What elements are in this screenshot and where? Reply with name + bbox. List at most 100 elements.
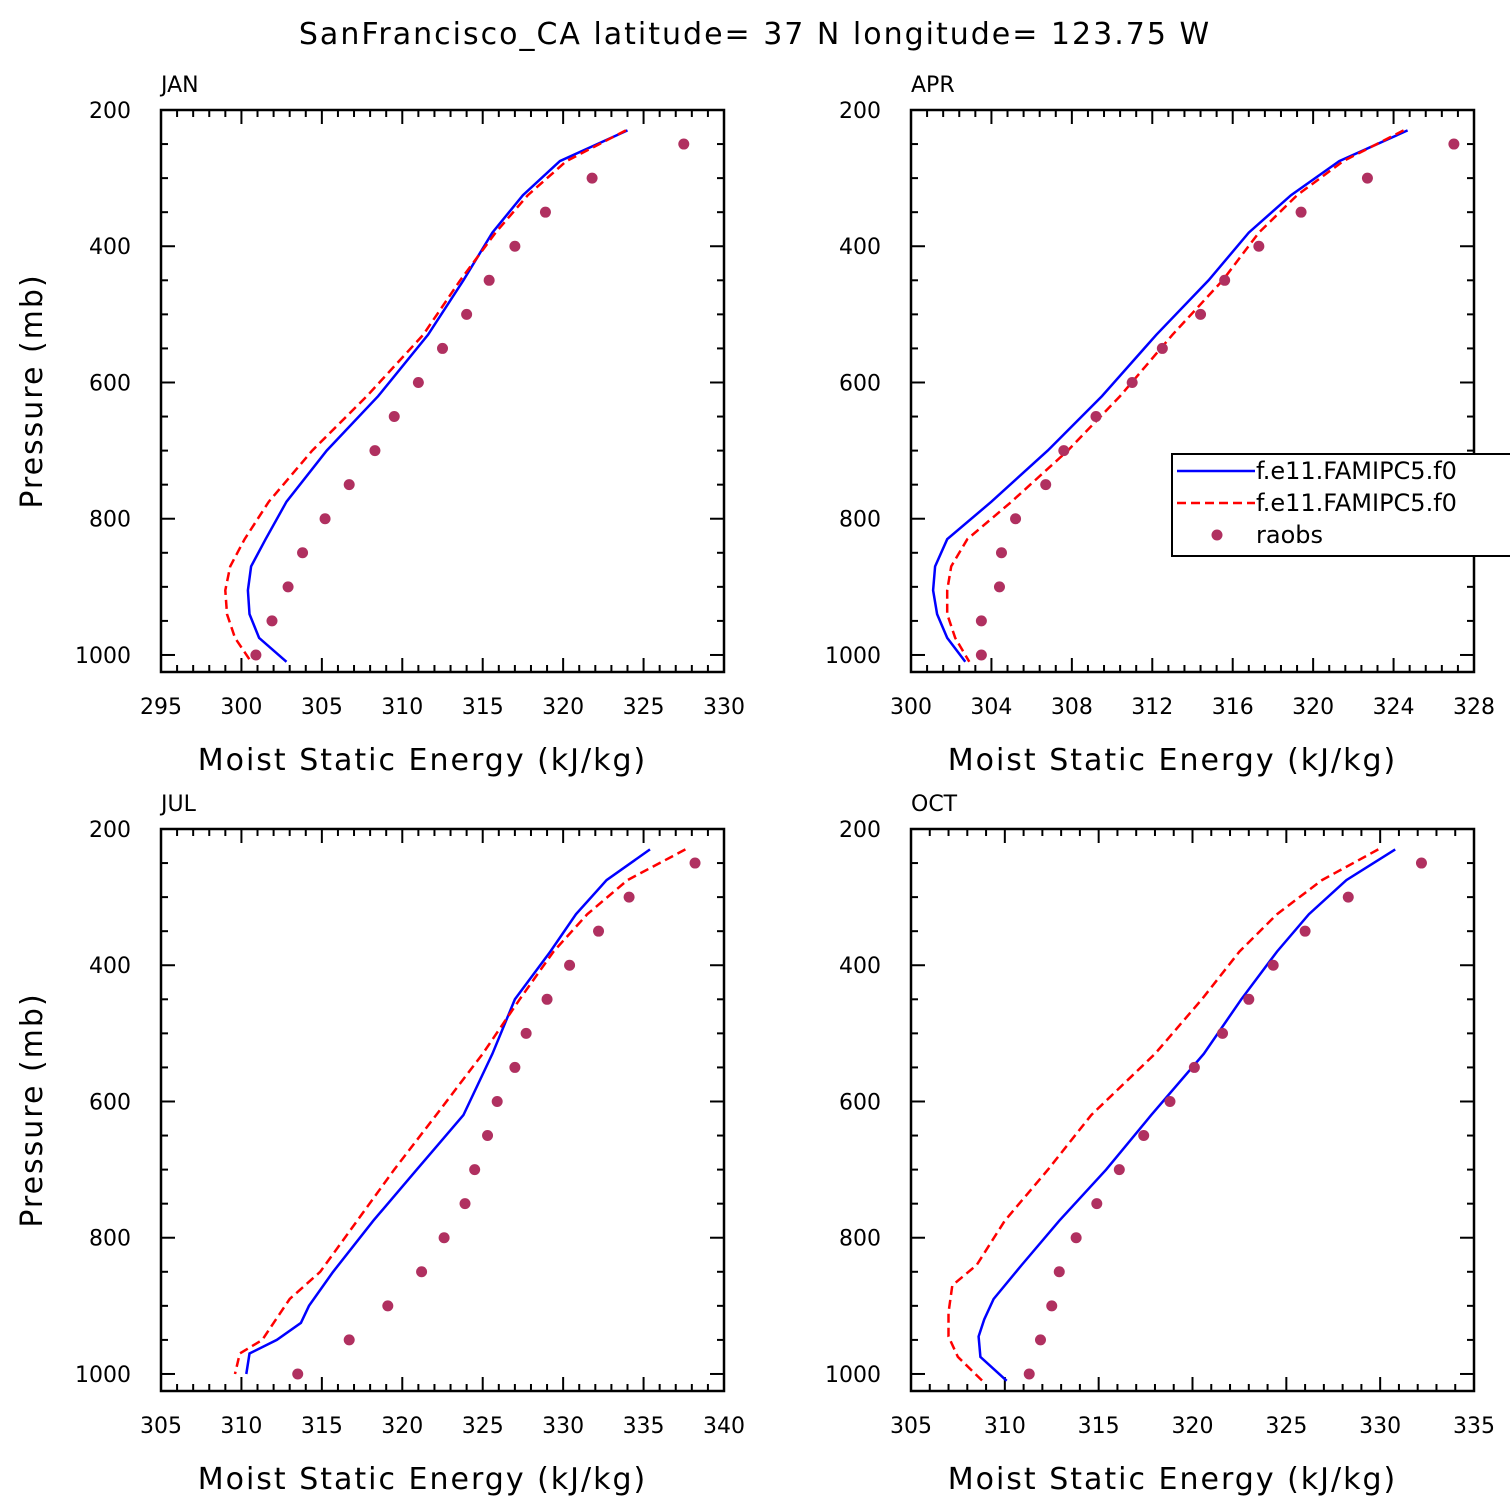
y-tick-label: 200 — [839, 99, 881, 124]
raobs-point — [1138, 1130, 1150, 1142]
x-tick-label: 325 — [462, 1414, 504, 1439]
x-axis-title: Moist Static Energy (kJ/kg) — [198, 1462, 648, 1497]
model-series-line-dashed — [945, 129, 1405, 663]
y-tick-label: 400 — [839, 235, 881, 260]
panel-title: JAN — [159, 73, 199, 98]
y-tick-label: 1000 — [825, 1363, 881, 1388]
x-tick-label: 300 — [220, 695, 262, 720]
raobs-point — [1023, 1368, 1035, 1380]
x-tick-label: 312 — [1131, 695, 1173, 720]
plot-frame — [909, 108, 1476, 674]
y-tick-label: 800 — [89, 508, 131, 533]
panels: 295 300 305 310 315 320 325 330 200 400 600 800 1000… — [15, 73, 1495, 1497]
panel-title: JUL — [159, 792, 197, 817]
x-tick-label: 305 — [890, 1414, 932, 1439]
raobs-point — [319, 513, 331, 525]
y-tick-label: 800 — [839, 1227, 881, 1252]
raobs-point — [438, 1232, 450, 1244]
x-tick-label: 320 — [1172, 1414, 1214, 1439]
x-tick-label: 305 — [301, 695, 343, 720]
x-tick-label: 330 — [1359, 1414, 1401, 1439]
raobs-point — [1113, 1164, 1125, 1176]
raobs-point — [483, 274, 495, 286]
raobs-point — [1217, 1027, 1229, 1039]
raobs-point — [1091, 1198, 1103, 1210]
model-series-line-dashed — [233, 848, 686, 1375]
plot-frame — [909, 827, 1476, 1393]
raobs-point — [282, 581, 294, 593]
raobs-point — [1070, 1232, 1082, 1244]
raobs-point — [1342, 891, 1354, 903]
x-tick-label: 335 — [1453, 1414, 1495, 1439]
raobs-point — [1299, 925, 1311, 937]
raobs-point — [1090, 411, 1102, 423]
legend-label: f.e11.FAMIPC5.f0 — [1256, 489, 1457, 517]
y-tick-label: 600 — [89, 371, 131, 396]
model-series-line-dashed — [947, 848, 1379, 1382]
raobs-point — [541, 993, 553, 1005]
x-tick-label: 310 — [381, 695, 423, 720]
raobs-point — [343, 479, 355, 491]
plot-frame — [159, 108, 726, 674]
raobs-point — [437, 342, 448, 354]
y-tick-label: 200 — [89, 99, 131, 124]
y-tick-label: 400 — [839, 954, 881, 979]
x-axis-title: Moist Static Energy (kJ/kg) — [948, 743, 1398, 778]
x-tick-label: 310 — [220, 1414, 262, 1439]
raobs-point — [469, 1164, 481, 1176]
x-tick-label: 320 — [381, 1414, 423, 1439]
raobs-point — [250, 649, 262, 661]
raobs-point — [1164, 1095, 1176, 1107]
model-series-line-dashed — [224, 129, 627, 663]
y-tick-label: 800 — [839, 508, 881, 533]
raobs-point — [266, 615, 278, 627]
raobs-point — [1295, 206, 1307, 218]
x-tick-label: 315 — [301, 1414, 343, 1439]
raobs-point — [343, 1334, 355, 1346]
raobs-point — [1040, 479, 1052, 491]
raobs-point — [369, 445, 381, 457]
raobs-point — [1058, 445, 1070, 457]
panel-title: APR — [911, 73, 955, 98]
raobs-point — [509, 240, 521, 252]
raobs-point — [586, 172, 598, 184]
legend: f.e11.FAMIPC5.f0 f.e11.FAMIPC5.f0 raobs — [1171, 453, 1510, 557]
raobs-point — [459, 1198, 471, 1210]
x-tick-label: 300 — [890, 695, 932, 720]
y-tick-label: 400 — [89, 954, 131, 979]
raobs-point — [520, 1027, 532, 1039]
x-tick-label: 315 — [462, 695, 504, 720]
raobs-point — [297, 547, 309, 559]
x-tick-label: 305 — [140, 1414, 182, 1439]
x-axis-title: Moist Static Energy (kJ/kg) — [198, 743, 648, 778]
raobs-point — [975, 649, 987, 661]
y-tick-label: 1000 — [825, 644, 881, 669]
raobs-point — [593, 925, 605, 937]
raobs-point — [1219, 274, 1231, 286]
raobs-point — [1034, 1334, 1046, 1346]
x-tick-label: 310 — [984, 1414, 1026, 1439]
y-tick-label: 600 — [839, 1090, 881, 1115]
x-tick-label: 330 — [703, 695, 745, 720]
raobs-point — [292, 1368, 304, 1380]
raobs-point — [1267, 959, 1279, 971]
x-tick-label: 316 — [1212, 695, 1254, 720]
raobs-point — [995, 547, 1007, 559]
x-tick-label: 325 — [623, 695, 665, 720]
x-tick-label: 328 — [1453, 695, 1495, 720]
raobs-point — [509, 1061, 521, 1073]
y-tick-label: 600 — [839, 371, 881, 396]
raobs-point — [461, 308, 473, 320]
raobs-point — [678, 138, 690, 150]
raobs-point — [1188, 1061, 1200, 1073]
x-tick-label: 308 — [1051, 695, 1093, 720]
x-tick-label: 340 — [703, 1414, 745, 1439]
y-tick-label: 1000 — [75, 644, 131, 669]
x-tick-label: 315 — [1078, 1414, 1120, 1439]
raobs-point — [491, 1095, 503, 1107]
x-tick-label: 320 — [1292, 695, 1334, 720]
x-tick-label: 335 — [623, 1414, 665, 1439]
raobs-point — [416, 1266, 428, 1278]
panel-oct: 305 310 315 320 325 330 335 200 400 600 800 1000 OCT… — [825, 792, 1495, 1497]
